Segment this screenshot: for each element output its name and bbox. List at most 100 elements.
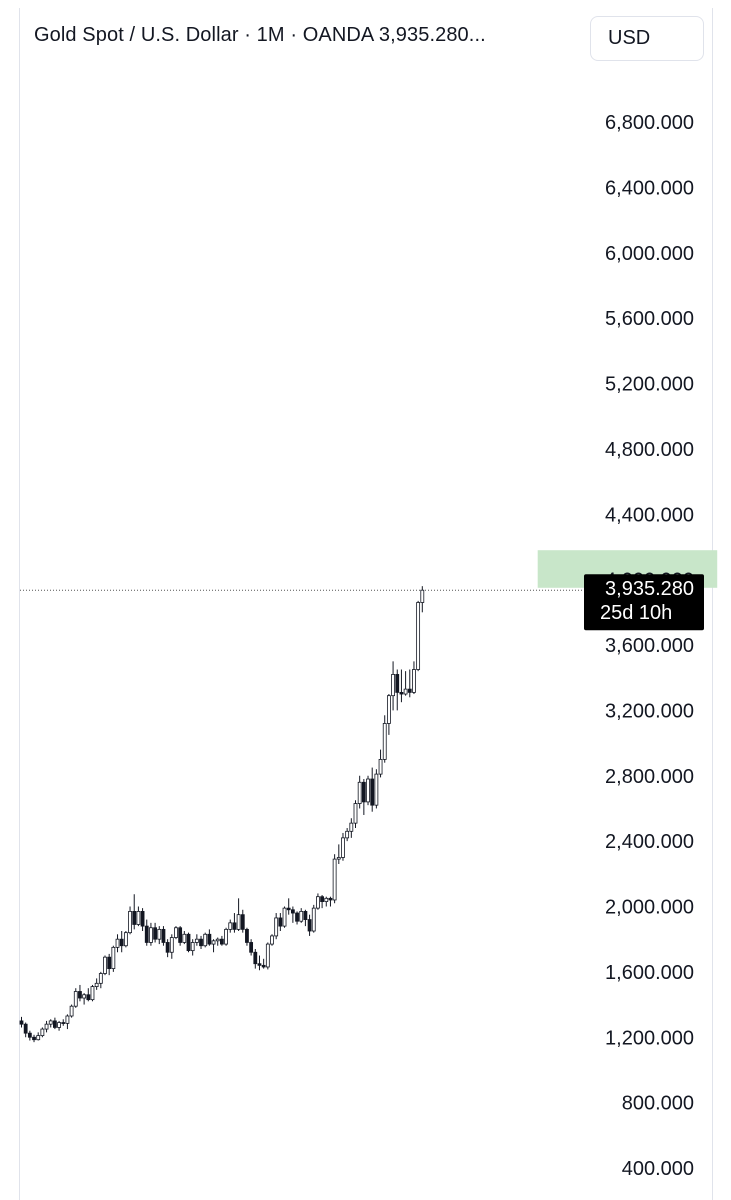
candle-body-down (132, 911, 137, 925)
candle (119, 931, 124, 953)
candle-body-up (182, 933, 187, 943)
candle (48, 1019, 53, 1028)
y-tick-label: 6,800.000 (605, 112, 694, 134)
candle (361, 779, 366, 815)
candle-body-down (161, 928, 166, 943)
candle (332, 854, 337, 904)
candle (286, 898, 291, 915)
candle-body-up (270, 935, 274, 945)
candle (265, 942, 270, 970)
candle (61, 1019, 66, 1026)
y-tick-label: 5,600.000 (605, 308, 694, 330)
currency-button[interactable]: USD (590, 16, 704, 61)
y-tick-label: 5,200.000 (605, 374, 694, 396)
candle-body-up (215, 938, 220, 942)
candle (253, 948, 258, 969)
candle (357, 775, 362, 809)
candle (391, 661, 395, 711)
candle (199, 935, 203, 949)
y-tick-label: 3,600.000 (605, 635, 694, 657)
candle-body-up (274, 917, 279, 937)
candle-body-down (232, 922, 237, 930)
candle-body-down (407, 688, 412, 693)
y-tick-label: 4,400.000 (605, 504, 694, 526)
candle (157, 926, 162, 945)
candle-body-down (78, 991, 82, 999)
candle (370, 767, 375, 812)
candle-body-up (115, 938, 120, 948)
candle (207, 929, 212, 946)
candle-body-down (61, 1022, 66, 1024)
candle (32, 1034, 36, 1043)
candle-body-down (107, 956, 112, 970)
candle-body-up (194, 938, 199, 943)
candle-body-down (253, 951, 258, 965)
candle (161, 926, 166, 946)
candle-body-up (391, 674, 395, 697)
candle-body-up (57, 1022, 61, 1028)
candle-body-up (420, 589, 425, 603)
candle-body-down (245, 928, 249, 943)
candle-body-up (386, 695, 391, 724)
candle-body-up (149, 927, 153, 943)
y-tick-label: 2,400.000 (605, 831, 694, 853)
candle (353, 800, 358, 829)
candle-body-up (357, 781, 362, 804)
candle (282, 906, 287, 928)
candle (378, 749, 383, 778)
candle-body-up (94, 982, 99, 987)
candle-body-up (65, 1015, 70, 1024)
candle-body-down (399, 691, 404, 695)
candle (324, 896, 329, 907)
candle-body-up (90, 986, 95, 1001)
candle (90, 984, 95, 1002)
candle-body-down (261, 964, 266, 968)
candle (194, 934, 199, 946)
candle-body-up (341, 837, 345, 858)
candle (416, 600, 421, 672)
candle (169, 934, 174, 959)
candle-body-down (207, 933, 212, 945)
candle (128, 906, 132, 935)
candle (290, 906, 295, 923)
candle (65, 1014, 70, 1030)
candle-body-down (165, 942, 170, 953)
candle (345, 828, 350, 842)
candle-body-up (228, 922, 233, 930)
symbol-title[interactable]: Gold Spot / U.S. Dollar · 1M · OANDA 3,9… (34, 24, 486, 46)
price-axis[interactable]: 400.000 800.000 1,200.000 1,600.000 2,000.00… (605, 112, 694, 1180)
candle (320, 895, 325, 909)
candle-body-up (299, 911, 304, 922)
candle (53, 1017, 57, 1030)
candle (144, 919, 149, 946)
candle (366, 775, 370, 806)
candle (261, 958, 266, 969)
candle-body-down (240, 914, 245, 930)
candle (178, 926, 183, 946)
candle (341, 832, 345, 861)
candle (73, 988, 78, 1008)
countdown-value: 25d 10h (600, 602, 672, 624)
candle-body-up (190, 942, 195, 952)
candle (257, 955, 262, 971)
candle-body-up (324, 897, 329, 902)
candle (303, 909, 308, 927)
candle-body-up (48, 1020, 53, 1025)
candle-body-down (295, 912, 299, 922)
candle-body-up (103, 956, 107, 974)
candle-body-down (303, 911, 308, 920)
candle (40, 1027, 45, 1038)
candle (236, 898, 241, 932)
candle (249, 939, 254, 956)
candle (307, 914, 312, 936)
candle (395, 669, 400, 711)
candle-body-up (157, 928, 162, 940)
candle-body-down (328, 897, 333, 901)
candle (420, 586, 425, 613)
candle (123, 931, 128, 948)
candle-body-up (98, 973, 103, 984)
candle-body-up (412, 669, 416, 693)
candle-body-down (178, 927, 183, 943)
candle (219, 935, 224, 946)
